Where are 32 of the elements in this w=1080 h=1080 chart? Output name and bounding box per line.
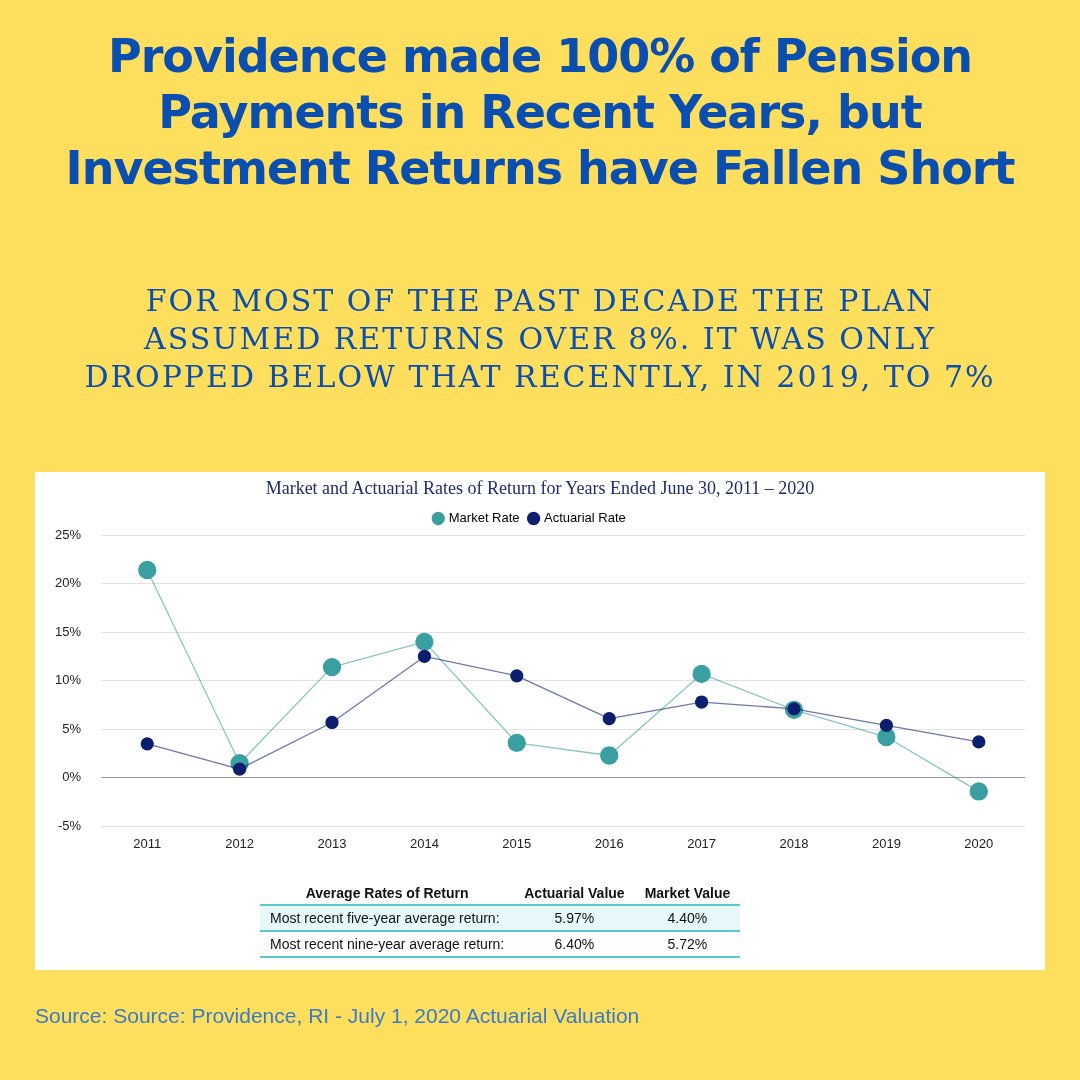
text: Market and Actuarial Rates of Return for Years Ended June 30, 2011 – 2020 (264, 478, 816, 499)
text: Actuarial Value (514, 882, 635, 905)
legend-label: Actuarial Rate (544, 510, 626, 526)
x-tick-label: 2014 (409, 835, 439, 851)
chart-title: Providence made 100% of Pension Payments in Recent Years, but Investment Returns have Fallen Short (64, 28, 1016, 196)
legend-label: Market Rate (448, 510, 520, 526)
x-tick-label: 2017 (687, 835, 717, 851)
y-tick-label: 25% (54, 526, 82, 542)
text: Average Rates of Return (260, 882, 515, 905)
text: 5.72% (634, 931, 741, 957)
x-tick-label: 2018 (779, 835, 809, 851)
y-tick-label: 10% (54, 672, 82, 688)
x-tick-label: 2020 (964, 835, 994, 851)
text: 5.97% (514, 905, 635, 931)
text: Market Value (634, 882, 741, 905)
x-tick-label: 2013 (317, 835, 347, 851)
text: 4.40% (634, 905, 741, 931)
x-tick-label: 2019 (871, 835, 901, 851)
y-tick-label: -5% (57, 817, 82, 833)
text: 6.40% (514, 931, 635, 957)
x-tick-label: 2011 (133, 835, 162, 851)
y-tick-label: 5% (62, 720, 82, 736)
source-note: Source: Source: Providence, RI - July 1, 2020 Actuarial Valuation (35, 1004, 640, 1028)
y-tick-label: 0% (62, 769, 82, 785)
chart-subtitle: FOR MOST OF THE PAST DECADE THE PLAN ASSUMED RETURNS OVER 8%. IT WAS ONLY DROPPED BELOW THAT RECENTLY, IN 2019, TO 7% (83, 282, 997, 396)
y-tick-label: 20% (54, 575, 82, 591)
x-tick-label: 2012 (225, 835, 255, 851)
text: Most recent five-year average return: (260, 905, 515, 931)
text: Most recent nine-year average return: (260, 931, 515, 957)
y-tick-label: 15% (54, 623, 82, 639)
x-tick-label: 2016 (594, 835, 624, 851)
x-tick-label: 2015 (502, 835, 532, 851)
